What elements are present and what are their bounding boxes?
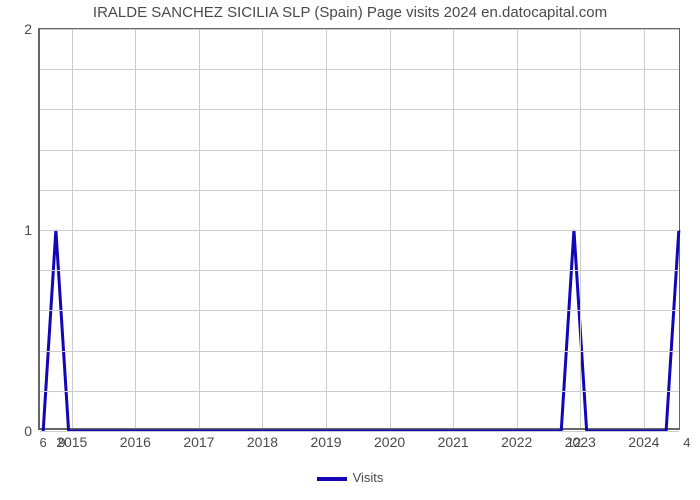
data-point-label: 12	[567, 435, 581, 450]
visits-line-chart: IRALDE SANCHEZ SICILIA SLP (Spain) Page …	[0, 0, 700, 500]
grid-line-v	[326, 29, 327, 428]
grid-line-h	[40, 431, 679, 432]
x-tick-label: 2024	[628, 434, 659, 450]
grid-line-v	[199, 29, 200, 428]
plot-area: 0122015201620172018201920202021202220232…	[38, 28, 680, 430]
grid-line-v	[580, 29, 581, 428]
y-tick-label: 1	[24, 222, 32, 238]
legend: Visits	[0, 470, 700, 485]
legend-label: Visits	[353, 470, 384, 485]
x-tick-label: 2016	[120, 434, 151, 450]
legend-swatch	[317, 477, 347, 481]
grid-line-v	[453, 29, 454, 428]
y-tick-label: 0	[24, 423, 32, 439]
x-tick-label: 2017	[183, 434, 214, 450]
grid-line-v	[390, 29, 391, 428]
grid-line-v	[517, 29, 518, 428]
grid-line-v	[644, 29, 645, 428]
x-tick-label: 2022	[501, 434, 532, 450]
x-tick-label: 2018	[247, 434, 278, 450]
data-point-label: 4	[683, 435, 690, 450]
data-point-label: 6	[40, 435, 47, 450]
x-tick-label: 2020	[374, 434, 405, 450]
chart-title: IRALDE SANCHEZ SICILIA SLP (Spain) Page …	[0, 4, 700, 21]
grid-line-v	[72, 29, 73, 428]
x-tick-label: 2019	[310, 434, 341, 450]
data-point-label: 9	[58, 435, 65, 450]
grid-line-v	[135, 29, 136, 428]
x-tick-label: 2021	[438, 434, 469, 450]
y-tick-label: 2	[24, 21, 32, 37]
grid-line-v	[262, 29, 263, 428]
